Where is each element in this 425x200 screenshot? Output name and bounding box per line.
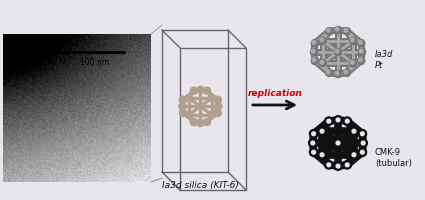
Circle shape [343, 28, 350, 35]
Circle shape [346, 163, 349, 167]
Circle shape [350, 37, 357, 44]
Circle shape [335, 27, 339, 31]
Circle shape [185, 111, 193, 118]
Text: CMK-9
(tubular): CMK-9 (tubular) [375, 148, 412, 168]
Circle shape [185, 94, 193, 102]
Circle shape [214, 96, 221, 103]
Circle shape [309, 130, 318, 138]
Circle shape [320, 153, 324, 157]
Circle shape [326, 28, 330, 32]
Circle shape [208, 94, 215, 102]
Circle shape [311, 40, 318, 47]
Circle shape [361, 141, 365, 145]
Circle shape [334, 26, 342, 34]
Circle shape [334, 116, 342, 124]
Circle shape [190, 87, 197, 94]
Circle shape [359, 49, 363, 53]
Circle shape [351, 60, 354, 64]
Circle shape [346, 119, 349, 123]
Circle shape [352, 153, 356, 157]
Circle shape [204, 87, 211, 94]
Circle shape [312, 150, 315, 154]
Text: Ia3d silica (KIT-6): Ia3d silica (KIT-6) [162, 181, 239, 190]
Circle shape [326, 28, 333, 35]
Circle shape [320, 38, 324, 42]
Circle shape [344, 28, 348, 32]
Circle shape [204, 118, 211, 126]
Circle shape [326, 69, 333, 76]
Circle shape [357, 57, 365, 64]
Circle shape [360, 132, 364, 136]
Circle shape [318, 151, 326, 159]
Circle shape [327, 163, 331, 167]
Circle shape [214, 109, 221, 117]
Circle shape [215, 103, 222, 110]
Circle shape [351, 38, 354, 42]
Circle shape [358, 48, 366, 56]
Circle shape [359, 40, 362, 44]
Circle shape [179, 96, 187, 103]
Circle shape [325, 161, 333, 169]
Circle shape [311, 57, 318, 64]
Circle shape [344, 70, 348, 74]
Circle shape [312, 132, 315, 136]
Circle shape [350, 151, 358, 159]
Circle shape [336, 118, 340, 122]
Circle shape [190, 118, 197, 126]
Circle shape [208, 111, 215, 118]
Circle shape [319, 60, 326, 67]
Circle shape [320, 129, 324, 133]
Circle shape [312, 40, 316, 44]
Circle shape [334, 48, 342, 56]
Circle shape [326, 70, 330, 74]
Circle shape [310, 48, 317, 56]
Circle shape [334, 139, 342, 147]
Circle shape [197, 103, 204, 110]
Circle shape [360, 150, 364, 154]
Circle shape [327, 119, 331, 123]
Circle shape [336, 141, 340, 145]
Circle shape [318, 127, 326, 135]
Circle shape [358, 130, 366, 138]
Circle shape [325, 117, 333, 125]
Circle shape [350, 60, 357, 67]
Circle shape [197, 86, 204, 94]
Circle shape [359, 139, 367, 147]
Circle shape [352, 129, 356, 133]
Circle shape [357, 40, 365, 47]
Circle shape [335, 49, 339, 53]
Circle shape [335, 71, 339, 75]
Circle shape [319, 37, 326, 44]
Text: Ia3d
Pt: Ia3d Pt [375, 50, 394, 70]
Circle shape [309, 139, 317, 147]
Circle shape [334, 70, 342, 78]
Circle shape [312, 58, 316, 62]
Circle shape [311, 49, 315, 53]
Circle shape [343, 117, 351, 125]
Text: replication: replication [248, 89, 302, 98]
Circle shape [309, 148, 318, 156]
Circle shape [358, 148, 366, 156]
Circle shape [197, 119, 204, 127]
Circle shape [179, 109, 187, 117]
Circle shape [343, 69, 350, 76]
Circle shape [359, 58, 362, 62]
Circle shape [336, 164, 340, 168]
Circle shape [320, 60, 324, 64]
Circle shape [179, 103, 186, 110]
Circle shape [350, 127, 358, 135]
Circle shape [343, 161, 351, 169]
Circle shape [311, 141, 314, 145]
Circle shape [334, 162, 342, 170]
